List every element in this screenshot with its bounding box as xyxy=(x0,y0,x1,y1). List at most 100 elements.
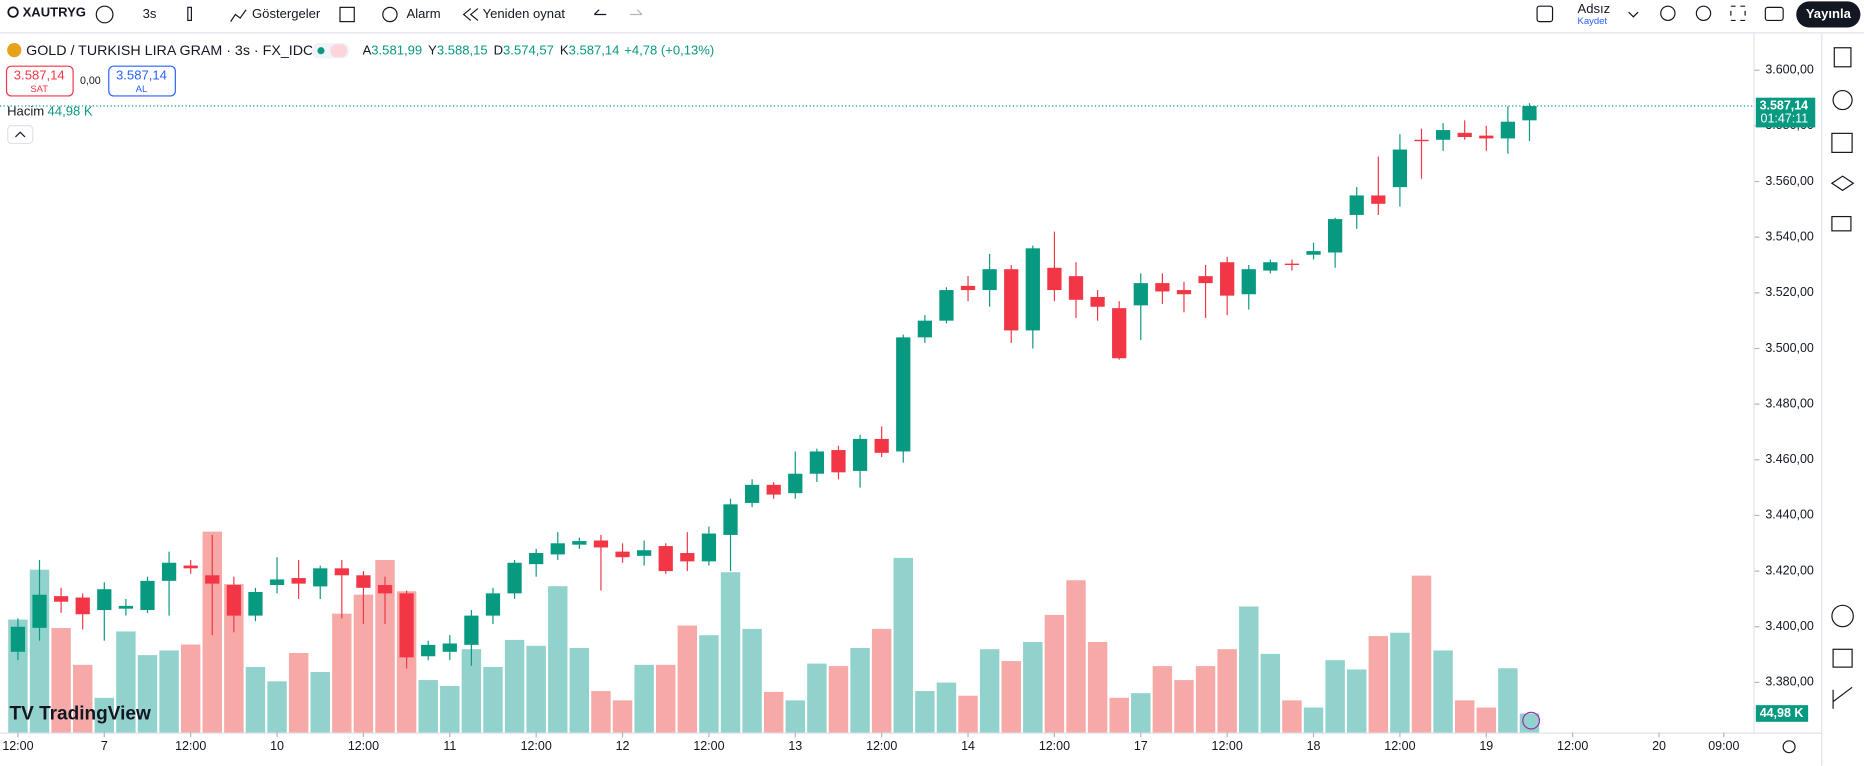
layout-name[interactable]: Adsız xyxy=(1578,1,1611,16)
alarm-icon[interactable] xyxy=(382,6,398,23)
volume-bar xyxy=(936,682,957,733)
volume-bar xyxy=(1109,697,1129,733)
volume-bar xyxy=(526,645,546,733)
collapse-icon[interactable] xyxy=(15,131,26,138)
indicators-icon[interactable] xyxy=(230,9,247,22)
chat[interactable] xyxy=(1831,215,1852,232)
volume-bar xyxy=(1303,707,1324,733)
buy-price[interactable]: 3.587,14 xyxy=(116,68,167,83)
buy-label[interactable]: AL xyxy=(136,84,148,95)
volume-bar xyxy=(612,700,633,733)
interval[interactable]: 3s xyxy=(143,6,157,21)
candle-body xyxy=(10,626,26,652)
x-tick-label: 12:00 xyxy=(521,739,552,753)
candle-body xyxy=(140,580,155,611)
ohlc-key: A xyxy=(363,43,372,58)
candle-body xyxy=(723,504,738,535)
candle-body xyxy=(744,484,760,503)
buy-button[interactable] xyxy=(108,65,176,97)
candle-body xyxy=(32,594,47,628)
chart-type[interactable] xyxy=(187,6,192,22)
volume-bar xyxy=(677,625,698,733)
ohlc-value: 3.581,99 xyxy=(371,43,422,58)
alerts[interactable] xyxy=(1832,89,1853,111)
candle-body xyxy=(421,644,436,657)
add-symbol[interactable] xyxy=(95,5,114,24)
search-icon[interactable] xyxy=(7,6,19,18)
x-tick-label: 12 xyxy=(616,739,630,753)
redo[interactable] xyxy=(630,9,643,16)
templates[interactable] xyxy=(339,6,355,23)
undo[interactable] xyxy=(593,9,607,16)
candle-body xyxy=(637,550,652,556)
x-tick-label: 14 xyxy=(961,739,975,753)
x-tick-label: 11 xyxy=(443,739,456,753)
candle-body xyxy=(97,589,112,611)
save[interactable]: Kaydet xyxy=(1578,16,1608,27)
candle-body xyxy=(917,320,932,338)
candle-body xyxy=(377,585,393,594)
sell-label[interactable]: SAT xyxy=(30,84,48,95)
y-tick-label: 3.400,00 xyxy=(1765,619,1814,633)
ideas[interactable] xyxy=(1831,604,1854,628)
alarm[interactable]: Alarm xyxy=(407,6,441,21)
snapshot[interactable] xyxy=(1764,6,1784,22)
candle-body xyxy=(53,596,69,602)
calendar[interactable] xyxy=(1832,648,1853,668)
event-icon[interactable] xyxy=(1522,711,1541,730)
ohlc: A3.581,99 Y3.588,15 D3.574,57 K3.587,14 +4,7… xyxy=(363,43,715,58)
volume-bar xyxy=(634,664,654,733)
news[interactable] xyxy=(1831,132,1853,153)
settings[interactable] xyxy=(1695,5,1712,22)
x-tick-label: 12:00 xyxy=(1039,739,1070,753)
x-tick-label: 10 xyxy=(270,739,284,753)
publish-button[interactable] xyxy=(1796,1,1861,28)
volume-bar xyxy=(1131,693,1151,733)
volume-bar xyxy=(116,631,136,733)
volume-bar xyxy=(137,655,158,733)
quick-search[interactable] xyxy=(1660,5,1676,22)
layout-menu[interactable] xyxy=(1628,11,1639,18)
legend: GOLD / TURKISH LIRA GRAM · 3s · FX_IDC A… xyxy=(5,43,1541,730)
volume-bar xyxy=(1476,707,1497,733)
indicators[interactable]: Göstergeler xyxy=(252,6,321,21)
candle-body xyxy=(831,450,846,473)
candle-body xyxy=(1414,139,1429,142)
volume-bar xyxy=(656,664,676,733)
publish[interactable]: Yayınla xyxy=(1806,6,1852,21)
sell-price[interactable]: 3.587,14 xyxy=(14,68,65,83)
volume-bar xyxy=(51,628,71,733)
volume-bar xyxy=(1454,700,1475,733)
volume-bar xyxy=(1023,642,1043,733)
candle-body xyxy=(1479,135,1494,139)
symbol[interactable]: XAUTRYG xyxy=(23,5,86,20)
x-tick-label: 12:00 xyxy=(1384,739,1415,753)
candle-body xyxy=(1349,195,1364,215)
y-tick-label: 3.560,00 xyxy=(1765,174,1814,188)
sell-button[interactable] xyxy=(5,65,74,97)
candle-body xyxy=(1155,283,1170,292)
candle-body xyxy=(1220,262,1235,296)
candle-body xyxy=(485,593,501,616)
candle-body xyxy=(680,553,695,562)
candle-body xyxy=(464,615,479,645)
candle-body xyxy=(1457,132,1472,138)
candle-body xyxy=(701,533,717,562)
candle-body xyxy=(442,643,457,652)
volume-bar xyxy=(1433,650,1453,733)
volume-bar xyxy=(1239,606,1259,733)
x-tick-label: 12:00 xyxy=(2,739,33,753)
watchlist[interactable] xyxy=(1833,47,1852,68)
layout-icon[interactable] xyxy=(1536,5,1554,23)
collapse[interactable] xyxy=(7,125,34,145)
volume-bar xyxy=(1066,580,1086,733)
replay[interactable]: Yeniden oynat xyxy=(483,6,566,21)
layers[interactable] xyxy=(1830,175,1855,192)
axis-settings[interactable] xyxy=(1782,740,1796,754)
replay-icon[interactable] xyxy=(462,8,479,21)
candle-body xyxy=(982,269,997,291)
fullscreen[interactable] xyxy=(1730,5,1746,22)
volume-bar xyxy=(94,697,115,733)
trend[interactable] xyxy=(1832,686,1853,709)
tradingview-logo: TV TradingView xyxy=(10,704,151,725)
